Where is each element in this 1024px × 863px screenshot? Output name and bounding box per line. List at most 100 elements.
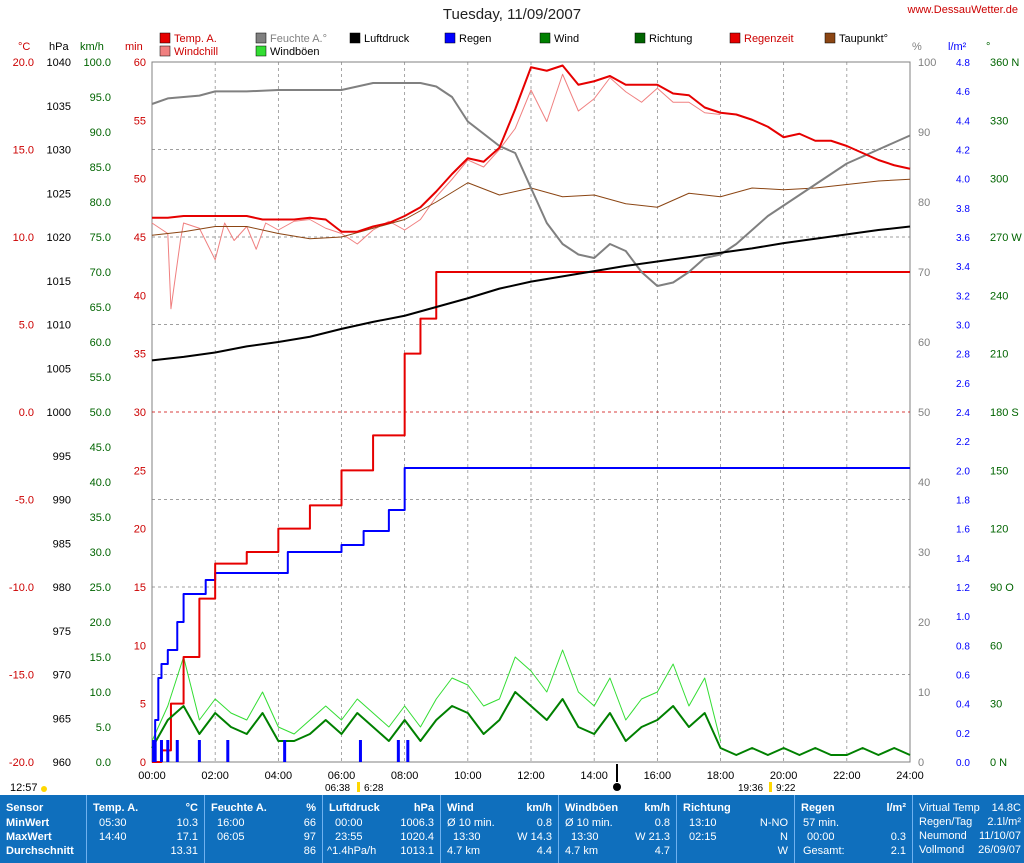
series-regenzeit [152, 271, 910, 763]
full-moon-label: Vollmond [919, 844, 965, 856]
percent-tick: 30 [918, 547, 930, 559]
temp-avg-value: 13.31 [170, 845, 198, 857]
percent-tick: 60 [918, 337, 930, 349]
rain-unit: l/m² [886, 802, 906, 814]
weather-chart: 20.015.010.05.00.0-5.0-10.0-15.0-20.0104… [9, 32, 1022, 794]
min-tick: 5 [140, 699, 146, 711]
col-gusts: Windböen km/h Ø 10 min. 0.8 13:30 W 21.3 4.… [559, 795, 677, 863]
x-tick-label: 22:00 [833, 770, 861, 782]
gusts-day-avg: 4.7 [654, 845, 670, 857]
min-tick: 60 [134, 57, 146, 69]
percent-tick: 50 [918, 407, 930, 419]
temp-tick: 5.0 [19, 320, 34, 332]
legend-swatch [255, 45, 267, 57]
percent-tick: 0 [918, 757, 924, 769]
rain-tick: 3.8 [956, 204, 970, 215]
pressure-min-time: 00:00 [335, 817, 363, 829]
direction-tick: 300 [990, 174, 1008, 186]
wind-tick: 0.0 [96, 757, 111, 769]
legend-label: Regenzeit [744, 33, 794, 45]
temp-tick: -15.0 [9, 670, 34, 682]
pressure-tick: 1010 [47, 320, 71, 332]
min-tick: 10 [134, 640, 146, 652]
wind-day-avg: 4.4 [536, 845, 552, 857]
rain-total-value: 2.1 [890, 845, 906, 857]
sunrise-time-2: 6:28 [364, 783, 384, 794]
pressure-tick: 1035 [47, 101, 71, 113]
legend-swatch [729, 32, 741, 44]
wind-tick: 85.0 [90, 162, 111, 174]
series-feuchte-a- [151, 82, 911, 287]
rain-day-label: Regen/Tag [919, 816, 973, 828]
gusts-max-value: W 21.3 [635, 831, 670, 843]
pressure-tick: 1020 [47, 232, 71, 244]
rain-tick: 1.0 [956, 612, 970, 623]
col-wind: Wind km/h Ø 10 min. 0.8 13:30 W 14.3 4.7 km… [441, 795, 559, 863]
rain-tick: 4.2 [956, 146, 970, 157]
row-avg: Durchschnitt [6, 845, 74, 857]
direction-tick: 30 [990, 699, 1002, 711]
row-max: MaxWert [6, 831, 52, 843]
series-temp-a- [152, 64, 911, 233]
rain-tick: 3.2 [956, 291, 970, 302]
rain-tick: 0.6 [956, 671, 970, 682]
min-tick: 15 [134, 582, 146, 594]
legend-label: Feuchte A.° [270, 33, 327, 45]
percent-unit-label: % [912, 41, 922, 53]
rain-bar [226, 740, 230, 762]
direction-tick: 60 [990, 640, 1002, 652]
min-tick: 25 [134, 465, 146, 477]
min-tick: 20 [134, 524, 146, 536]
humidity-max-time: 06:05 [217, 831, 245, 843]
x-tick-label: 04:00 [265, 770, 293, 782]
pressure-tick: 1040 [47, 57, 71, 69]
wind-tick: 35.0 [90, 512, 111, 524]
pressure-unit: hPa [413, 802, 434, 814]
direction-tick: 0 N [990, 757, 1007, 769]
virtual-temp-value: 14.8C [991, 802, 1021, 814]
temp-tick: -5.0 [15, 495, 34, 507]
rain-max-time: 00:00 [807, 831, 835, 843]
direction-tick: 150 [990, 465, 1008, 477]
pressure-max-time: 23:55 [335, 831, 363, 843]
rain-bar [153, 740, 157, 762]
full-moon-value: 26/09/07 [978, 844, 1021, 856]
temp-tick: 0.0 [19, 407, 34, 419]
x-tick-label: 18:00 [707, 770, 735, 782]
rain-bar [152, 740, 156, 762]
direction-title: Richtung [683, 802, 731, 814]
humidity-avg-value: 86 [303, 845, 316, 857]
pressure-trend: ^1.4hPa/h [327, 845, 377, 857]
rain-bar [358, 740, 362, 762]
rain-day-value: 2.1l/m² [987, 816, 1021, 828]
legend-swatch [159, 45, 171, 57]
temp-unit: °C [185, 802, 198, 814]
x-tick-label: 16:00 [644, 770, 672, 782]
direction-tick: 120 [990, 524, 1008, 536]
col-humidity: Feuchte A.% 16:00 66 06:05 97 86 [205, 795, 323, 863]
pressure-tick: 985 [53, 538, 71, 550]
direction-tick: 90 O [990, 582, 1014, 594]
direction-tick: 240 [990, 290, 1008, 302]
wind-tick: 45.0 [90, 442, 111, 454]
sunset-marker [769, 782, 772, 792]
sensor-title: Sensor [6, 802, 44, 814]
temp-tick: -20.0 [9, 757, 34, 769]
site-link[interactable]: www.DessauWetter.de [907, 4, 1018, 16]
col-temp: Temp. A. °C 05:30 10.3 14:40 17.1 13.31 [87, 795, 205, 863]
wind-tick: 15.0 [90, 652, 111, 664]
direction-tick: 360 N [990, 57, 1019, 69]
humidity-unit: % [306, 802, 316, 814]
rain-tick: 3.4 [956, 262, 970, 273]
direction-dominant: W [777, 845, 788, 857]
col-misc: Virtual Temp 14.8C Regen/Tag 2.1l/m² Neumo… [913, 795, 1024, 863]
x-tick-label: 10:00 [454, 770, 482, 782]
min-tick: 0 [140, 757, 146, 769]
percent-tick: 80 [918, 197, 930, 209]
series-wind [151, 691, 911, 756]
wind-title: Wind [447, 802, 474, 814]
temp-tick: 20.0 [13, 57, 34, 69]
pressure-tick: 1000 [47, 407, 71, 419]
rain-bar [159, 740, 163, 762]
rain-tick: 2.2 [956, 437, 970, 448]
